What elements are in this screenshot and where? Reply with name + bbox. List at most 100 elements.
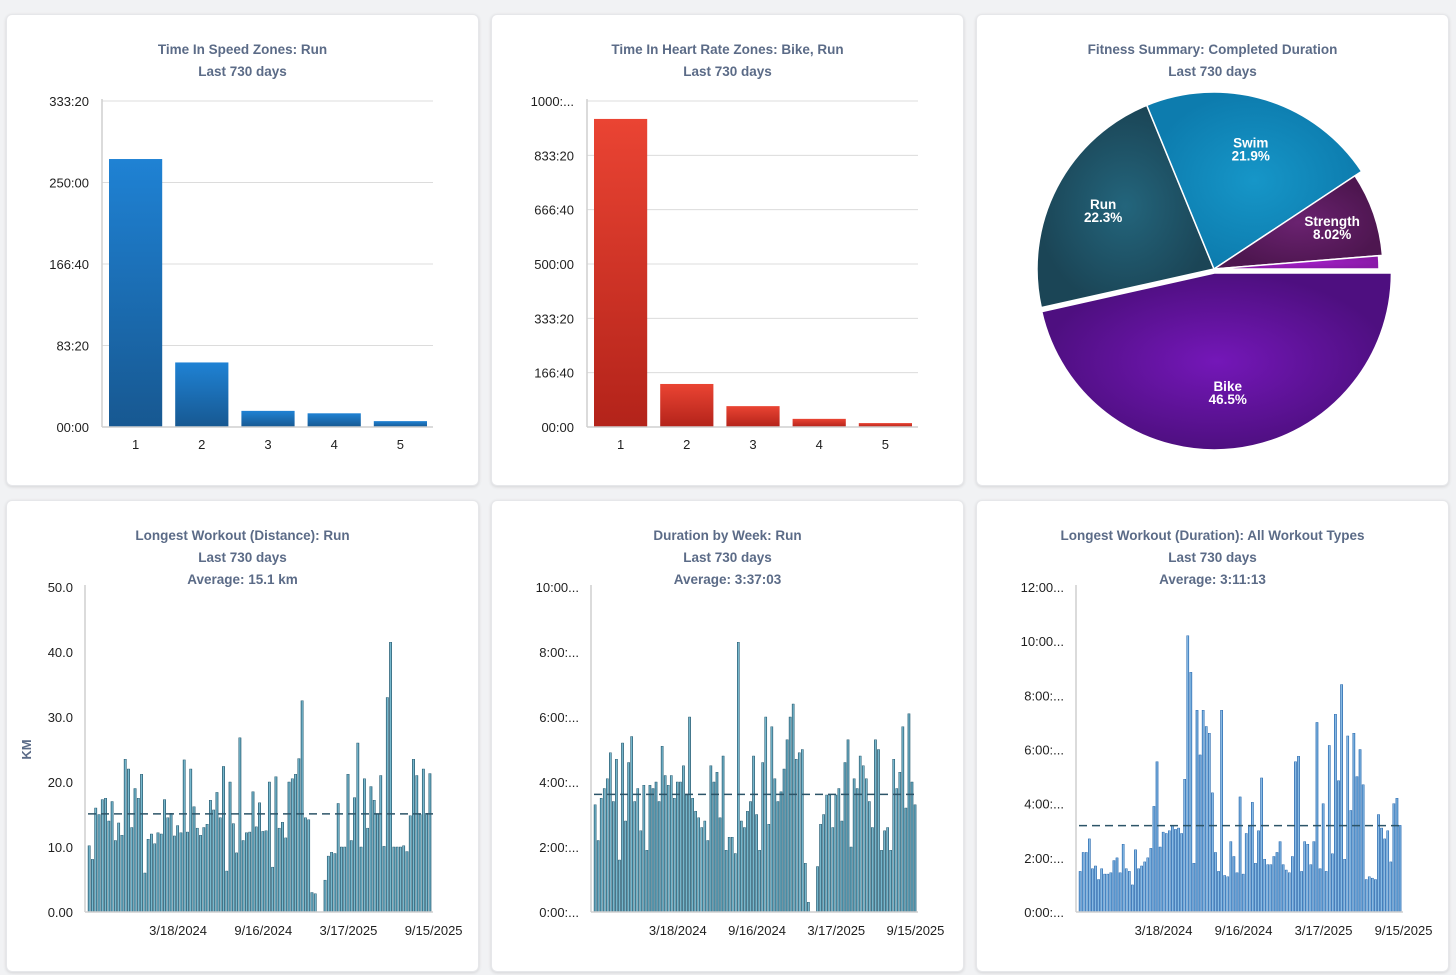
pie-percent: 8.02% xyxy=(1313,227,1351,242)
week-bar xyxy=(764,716,768,913)
week-bar xyxy=(627,762,630,913)
y-tick-label: 40.0 xyxy=(48,645,73,660)
week-bar xyxy=(228,781,232,913)
week-bar xyxy=(883,830,886,913)
week-bar xyxy=(159,833,163,913)
week-bar xyxy=(326,855,330,913)
week-bar xyxy=(107,820,111,913)
week-bar xyxy=(245,832,248,913)
week-bar xyxy=(1374,879,1377,913)
week-bar xyxy=(1300,871,1303,913)
week-bar xyxy=(1164,833,1168,913)
week-bar xyxy=(1146,857,1150,913)
week-bar xyxy=(1386,830,1390,913)
week-bar xyxy=(1284,869,1288,913)
week-bar xyxy=(215,792,219,913)
week-bar xyxy=(1278,841,1282,913)
x-tick-label: 3/18/2024 xyxy=(649,923,707,938)
week-bar xyxy=(636,788,640,913)
pie-slice-strength xyxy=(1213,174,1384,270)
week-bar xyxy=(1097,879,1100,913)
week-bar xyxy=(1389,861,1393,913)
week-bar xyxy=(110,801,114,913)
x-tick-label: 9/16/2024 xyxy=(234,923,292,938)
week-bar xyxy=(218,817,222,913)
week-bar xyxy=(1355,776,1359,913)
week-bar xyxy=(892,759,896,913)
week-bar xyxy=(1346,735,1350,913)
chart-title: Longest Workout (Duration): All Workout … xyxy=(1060,528,1365,543)
pie-slice-other xyxy=(1213,254,1380,270)
bar-zone-3 xyxy=(241,410,295,427)
week-bar xyxy=(1331,853,1334,913)
bar-zone-1 xyxy=(109,159,163,428)
week-bar xyxy=(679,781,682,913)
week-bar xyxy=(874,739,877,913)
week-bar xyxy=(910,781,914,913)
x-tick-label: 2 xyxy=(683,437,690,452)
week-bar xyxy=(389,642,392,913)
bar-zone-2 xyxy=(660,383,714,427)
week-bar xyxy=(1155,761,1159,913)
week-bar xyxy=(599,798,603,913)
week-bar xyxy=(241,840,245,913)
week-bar xyxy=(840,820,844,913)
chart-title: Time In Heart Rate Zones: Bike, Run xyxy=(611,42,844,57)
week-bar xyxy=(907,713,911,913)
bar-zone-2 xyxy=(175,362,229,427)
y-tick-label: 6:00:... xyxy=(1024,743,1064,758)
week-bar xyxy=(399,846,402,913)
week-bar xyxy=(1377,814,1380,913)
week-bar xyxy=(733,853,737,913)
week-bar xyxy=(807,902,810,913)
week-bar xyxy=(1361,784,1365,913)
pie-slice-run xyxy=(1036,104,1216,309)
week-bar xyxy=(740,820,743,913)
speed-zones-card: Time In Speed Zones: Run Last 730 days 00… xyxy=(6,14,479,486)
x-tick-label: 3/17/2025 xyxy=(807,923,865,938)
week-bar xyxy=(281,822,284,913)
week-bar xyxy=(166,817,170,913)
week-bar xyxy=(1343,858,1346,913)
week-bar xyxy=(849,846,853,913)
week-bar xyxy=(1198,754,1202,913)
week-bar xyxy=(346,774,350,913)
week-bar xyxy=(130,827,134,913)
speed-zones-chart: 00:00 83:20 166:40 250:00 333:20 1 2 3 4 5 xyxy=(49,94,433,452)
week-bar xyxy=(146,839,150,913)
week-bar xyxy=(310,892,314,913)
week-bar xyxy=(307,819,311,913)
pie-label: Run xyxy=(1090,197,1116,212)
week-bar xyxy=(779,791,783,913)
week-bar xyxy=(1229,841,1233,913)
week-bar xyxy=(1315,722,1319,913)
longest-duration-card: Longest Workout (Duration): All Workout … xyxy=(976,500,1449,972)
week-bar xyxy=(379,775,383,913)
bar-zone-1 xyxy=(594,118,648,428)
chart-average: Average: 15.1 km xyxy=(187,572,298,587)
week-bar xyxy=(861,765,865,913)
y-tick-label: 8:00:... xyxy=(1024,688,1064,703)
week-bar xyxy=(901,726,905,913)
week-bar xyxy=(1306,844,1310,913)
week-bar xyxy=(1152,806,1156,913)
week-bar xyxy=(1312,841,1316,913)
week-bar xyxy=(169,813,173,913)
week-bar xyxy=(271,866,275,913)
week-bar xyxy=(274,776,278,913)
week-bar xyxy=(1195,710,1199,913)
pie-percent: 22.3% xyxy=(1084,210,1122,225)
y-tick-label: 500:00 xyxy=(534,257,574,272)
week-bar xyxy=(356,742,360,913)
week-bar xyxy=(694,811,697,913)
week-bar xyxy=(1115,857,1119,913)
week-bar xyxy=(372,800,376,913)
week-bar xyxy=(1189,672,1193,913)
week-bar xyxy=(788,716,792,913)
x-tick-label: 5 xyxy=(397,437,404,452)
week-bar xyxy=(336,803,340,913)
longest-distance-card: Longest Workout (Distance): Run Last 730 … xyxy=(6,500,479,972)
week-bar xyxy=(123,759,127,913)
week-bar xyxy=(94,807,98,913)
